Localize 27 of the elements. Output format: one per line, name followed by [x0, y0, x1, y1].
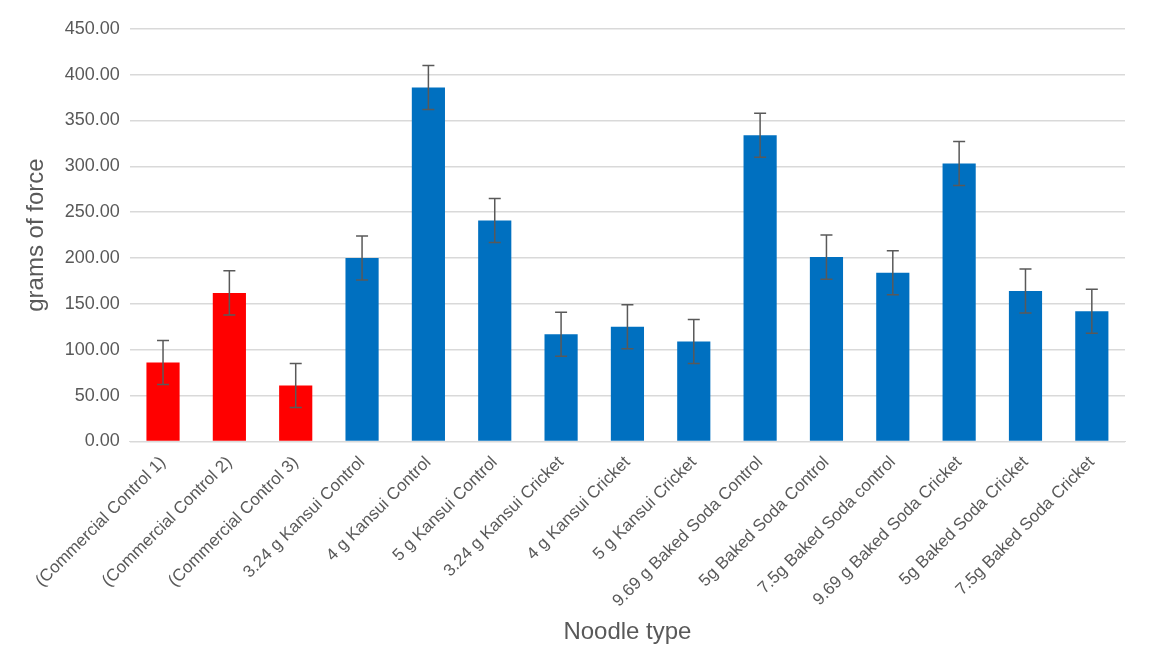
y-tick-label: 450.00 — [64, 17, 120, 38]
bar — [942, 163, 976, 441]
y-tick-label: 300.00 — [64, 155, 120, 176]
y-tick-label: 0.00 — [84, 430, 120, 451]
bar — [478, 220, 512, 441]
y-tick-label: 200.00 — [64, 247, 120, 268]
y-tick-label: 350.00 — [64, 109, 120, 130]
y-axis-title: grams of force — [21, 158, 49, 312]
y-tick-label: 50.00 — [74, 384, 120, 405]
y-tick-label: 150.00 — [64, 292, 120, 313]
bar — [677, 341, 711, 441]
bar — [743, 135, 777, 441]
y-tick-label: 400.00 — [64, 63, 120, 84]
bar — [809, 257, 844, 441]
bar — [544, 334, 578, 441]
bar — [610, 326, 645, 441]
bar — [1008, 291, 1043, 441]
bar — [345, 258, 379, 441]
bar — [876, 272, 910, 441]
bar — [411, 87, 445, 441]
x-axis-title: Noodle type — [563, 617, 692, 645]
bar — [212, 292, 246, 441]
y-tick-label: 250.00 — [64, 201, 120, 222]
bar — [279, 385, 313, 441]
bar — [1075, 311, 1109, 441]
bar — [146, 362, 180, 441]
y-tick-label: 100.00 — [64, 338, 120, 359]
